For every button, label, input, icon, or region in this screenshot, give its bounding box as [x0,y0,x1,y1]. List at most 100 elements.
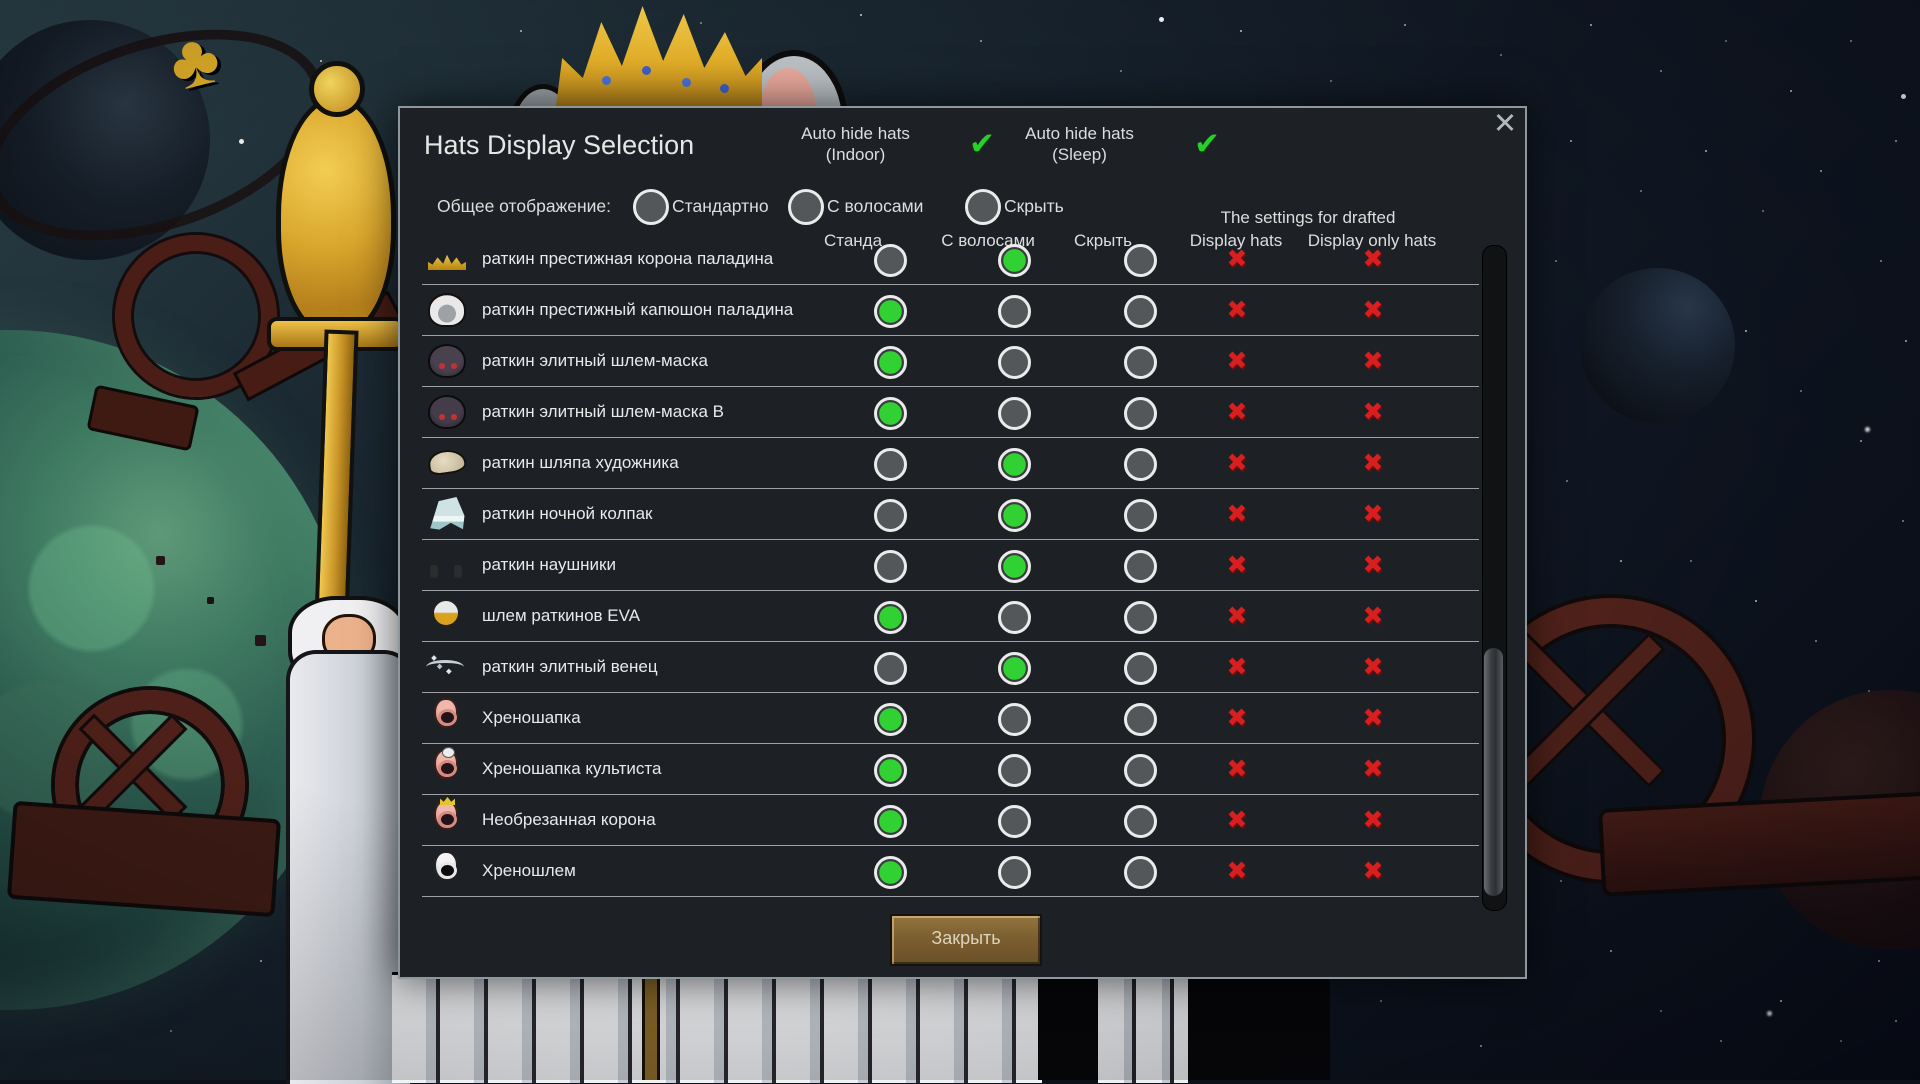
cross-display-only-hats[interactable]: ✖ [1351,693,1395,743]
hat-icon [434,800,458,830]
cross-display-only-hats[interactable]: ✖ [1351,438,1395,488]
radio-standard[interactable] [874,601,907,634]
radio-hide[interactable] [1124,244,1157,277]
global-radio-hide[interactable] [965,189,1001,225]
radio-hide[interactable] [1124,805,1157,838]
radio-hide[interactable] [1124,346,1157,379]
global-radio-standard[interactable] [633,189,669,225]
radio-standard[interactable] [874,346,907,379]
scrollbar-thumb[interactable] [1484,648,1503,896]
cross-display-only-hats[interactable]: ✖ [1351,387,1395,437]
radio-standard[interactable] [874,550,907,583]
hat-name: Хреношапка культиста [482,744,661,794]
hat-icon [434,698,458,728]
global-radio-hair[interactable] [788,189,824,225]
radio-standard[interactable] [874,754,907,787]
hat-row: Хреношапка культиста ✖ ✖ [422,744,1479,795]
radio-hide[interactable] [1124,448,1157,481]
radio-hide[interactable] [1124,652,1157,685]
radio-standard[interactable] [874,703,907,736]
cross-display-only-hats[interactable]: ✖ [1351,285,1395,335]
cross-display-hats[interactable]: ✖ [1215,795,1259,845]
cross-display-hats[interactable]: ✖ [1215,387,1259,437]
cross-display-hats[interactable]: ✖ [1215,591,1259,641]
cross-display-hats[interactable]: ✖ [1215,285,1259,335]
cross-display-only-hats[interactable]: ✖ [1351,744,1395,794]
auto-hide-indoor-line2: (Indoor) [826,145,886,164]
radio-hair[interactable] [998,652,1031,685]
cross-display-hats[interactable]: ✖ [1215,744,1259,794]
cross-display-only-hats[interactable]: ✖ [1351,489,1395,539]
radio-hide[interactable] [1124,499,1157,532]
cross-display-only-hats[interactable]: ✖ [1351,336,1395,386]
hat-row: раткин наушники ✖ ✖ [422,540,1479,591]
global-radio-hair-label[interactable]: С волосами [827,196,923,217]
hat-icon [426,660,464,674]
radio-standard[interactable] [874,244,907,277]
cross-display-hats[interactable]: ✖ [1215,438,1259,488]
radio-hide[interactable] [1124,601,1157,634]
global-radio-standard-label[interactable]: Стандартно [672,196,769,217]
cross-display-hats[interactable]: ✖ [1215,489,1259,539]
radio-standard[interactable] [874,295,907,328]
radio-hair[interactable] [998,754,1031,787]
radio-hide[interactable] [1124,856,1157,889]
radio-hair[interactable] [998,550,1031,583]
global-radio-hide-label[interactable]: Скрыть [1004,196,1064,217]
hat-name: раткин шляпа художника [482,438,679,488]
auto-hide-sleep-label[interactable]: Auto hide hats (Sleep) [997,123,1162,165]
hat-row: Хреношапка ✖ ✖ [422,693,1479,744]
close-button[interactable]: Закрыть [890,914,1042,966]
cross-display-only-hats[interactable]: ✖ [1351,846,1395,896]
cross-display-hats[interactable]: ✖ [1215,693,1259,743]
radio-hair[interactable] [998,295,1031,328]
cross-display-only-hats[interactable]: ✖ [1351,795,1395,845]
hat-row: раткин шляпа художника ✖ ✖ [422,438,1479,489]
auto-hide-indoor-label[interactable]: Auto hide hats (Indoor) [773,123,938,165]
radio-standard[interactable] [874,652,907,685]
radio-hide[interactable] [1124,550,1157,583]
radio-hide[interactable] [1124,754,1157,787]
cross-display-hats[interactable]: ✖ [1215,234,1259,284]
auto-hide-sleep-check-icon[interactable]: ✔ [1187,126,1227,162]
hat-icon [433,553,459,570]
radio-hide[interactable] [1124,295,1157,328]
radio-hair[interactable] [998,244,1031,277]
radio-hair[interactable] [998,448,1031,481]
scrollbar-track[interactable] [1482,245,1507,911]
close-icon[interactable]: ✕ [1488,106,1522,140]
auto-hide-indoor-check-icon[interactable]: ✔ [962,126,1002,162]
auto-hide-sleep-line2: (Sleep) [1052,145,1107,164]
hat-row: раткин элитный шлем-маска B ✖ ✖ [422,387,1479,438]
radio-hair[interactable] [998,346,1031,379]
radio-standard[interactable] [874,397,907,430]
radio-standard[interactable] [874,856,907,889]
radio-standard[interactable] [874,448,907,481]
radio-hair[interactable] [998,601,1031,634]
hat-icon [434,749,458,779]
cross-display-only-hats[interactable]: ✖ [1351,540,1395,590]
cross-display-only-hats[interactable]: ✖ [1351,591,1395,641]
cross-display-hats[interactable]: ✖ [1215,540,1259,590]
drafted-settings-header: The settings for drafted [1196,208,1420,228]
radio-hair[interactable] [998,397,1031,430]
cross-display-only-hats[interactable]: ✖ [1351,234,1395,284]
hat-name: раткин престижный капюшон паладина [482,285,793,335]
cross-display-only-hats[interactable]: ✖ [1351,642,1395,692]
hat-row: Необрезанная корона ✖ ✖ [422,795,1479,846]
hat-name: раткин ночной колпак [482,489,652,539]
radio-hide[interactable] [1124,703,1157,736]
cross-display-hats[interactable]: ✖ [1215,642,1259,692]
hat-icon [428,252,466,270]
radio-hair[interactable] [998,703,1031,736]
radio-hair[interactable] [998,805,1031,838]
hats-display-selection-dialog: Hats Display Selection ✕ Auto hide hats … [398,106,1527,979]
cross-display-hats[interactable]: ✖ [1215,846,1259,896]
radio-hide[interactable] [1124,397,1157,430]
radio-standard[interactable] [874,499,907,532]
radio-hair[interactable] [998,499,1031,532]
hat-icon [427,447,468,476]
radio-standard[interactable] [874,805,907,838]
radio-hair[interactable] [998,856,1031,889]
cross-display-hats[interactable]: ✖ [1215,336,1259,386]
